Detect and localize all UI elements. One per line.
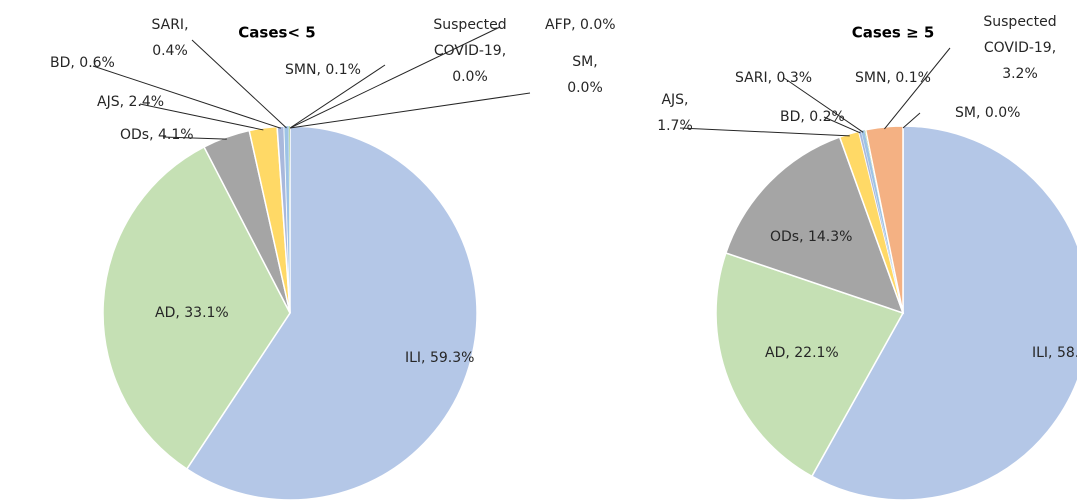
- data-label: Suspected: [433, 17, 506, 33]
- data-label: ODs, 14.3%: [770, 229, 852, 245]
- data-label: ILI, 58.1%: [1032, 345, 1077, 361]
- data-label: SMN, 0.1%: [855, 70, 931, 86]
- leader-line: [902, 112, 921, 129]
- leader-line: [289, 64, 386, 129]
- leader-line: [884, 47, 951, 130]
- data-label: 0.0%: [567, 80, 603, 96]
- data-label: BD, 0.6%: [50, 55, 115, 71]
- leader-line: [92, 65, 281, 129]
- data-label: COVID-19,: [984, 40, 1056, 56]
- data-label: AJS,: [661, 92, 688, 108]
- data-label: 1.7%: [657, 118, 693, 134]
- pie-slice: [185, 125, 478, 501]
- data-label: 0.0%: [452, 69, 488, 85]
- data-label: ILI, 59.3%: [405, 350, 474, 366]
- data-label: AJS, 2.4%: [97, 94, 164, 110]
- data-label: COVID-19,: [434, 43, 506, 59]
- leader-line: [289, 92, 531, 129]
- leader-line: [289, 26, 501, 129]
- pie-slice: [810, 125, 1077, 501]
- pie-slice: [724, 136, 905, 315]
- leader-line: [191, 39, 287, 129]
- leader-line: [823, 116, 861, 134]
- data-label: SMN, 0.1%: [285, 62, 361, 78]
- data-label: Suspected: [983, 14, 1056, 30]
- leader-line: [139, 103, 264, 131]
- leader-line: [679, 127, 850, 137]
- data-label: SM,: [572, 54, 597, 70]
- data-label: SARI, 0.3%: [735, 70, 812, 86]
- data-label: ODs, 4.1%: [120, 127, 194, 143]
- data-label: AD, 22.1%: [765, 345, 839, 361]
- data-label: AFP, 0.0%: [545, 17, 616, 33]
- data-label: AD, 33.1%: [155, 305, 229, 321]
- data-label: BD, 0.2%: [780, 109, 845, 125]
- leader-line: [162, 136, 227, 140]
- data-label: 3.2%: [1002, 66, 1038, 82]
- pie-slice: [715, 252, 905, 478]
- data-label: SARI,: [151, 17, 188, 33]
- chart-title: Cases ≥ 5: [852, 24, 935, 42]
- leader-line: [783, 77, 864, 133]
- data-label: 0.4%: [152, 43, 188, 59]
- chart-title: Cases< 5: [238, 24, 315, 42]
- pie-slice: [102, 145, 291, 471]
- data-label: SM, 0.0%: [955, 105, 1020, 121]
